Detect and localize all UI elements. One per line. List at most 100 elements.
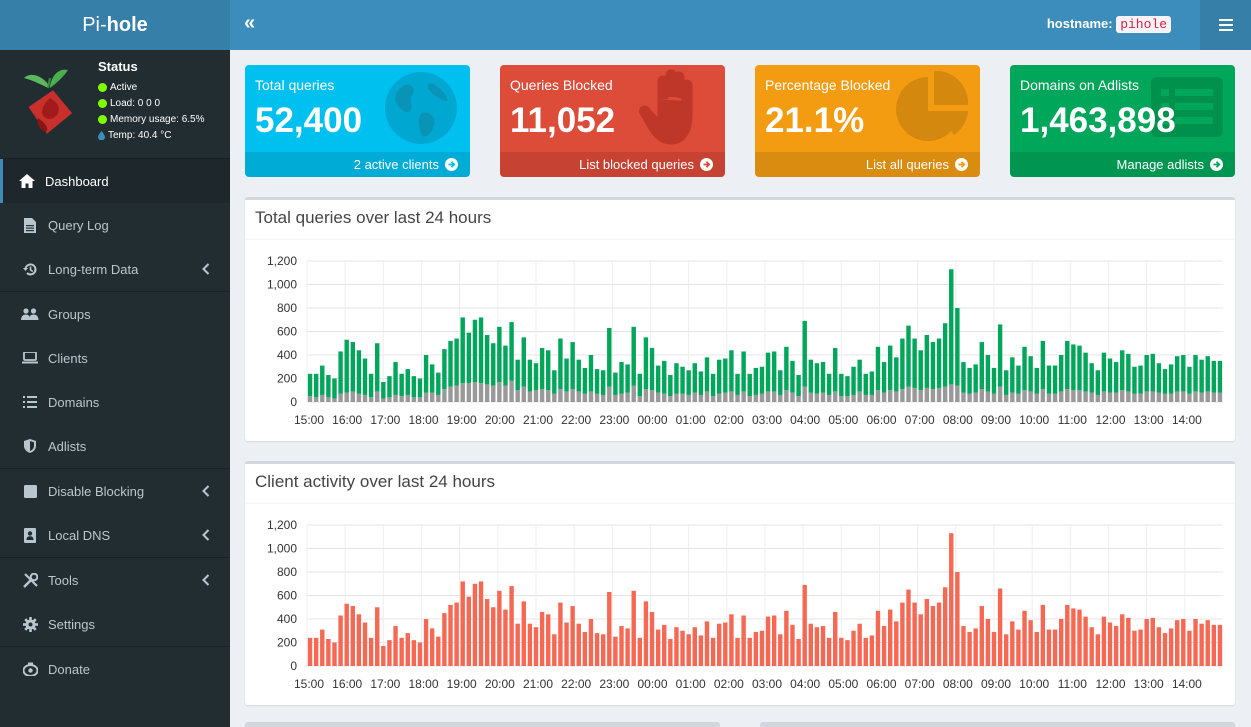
client-activity-bar xyxy=(1016,629,1021,666)
sidebar-divider xyxy=(0,557,230,558)
sidebar-item-long-term-data[interactable]: Long-term Data xyxy=(0,247,230,291)
client-activity-bar xyxy=(839,637,844,666)
client-activity-bar xyxy=(1022,610,1027,666)
blocked-query-bar xyxy=(387,397,392,402)
sidebar-item-donate[interactable]: Donate xyxy=(0,647,230,691)
blocked-query-bar xyxy=(521,386,526,402)
client-activity-bar xyxy=(552,634,557,666)
money-bag-icon xyxy=(21,661,39,677)
x-tick-label: 14:00 xyxy=(1172,677,1202,691)
sidebar-item-groups[interactable]: Groups xyxy=(0,292,230,336)
blocked-query-bar xyxy=(423,392,429,402)
blocked-query-bar xyxy=(613,394,618,402)
blocked-query-bar xyxy=(949,384,954,402)
blocked-query-bar xyxy=(326,397,331,402)
client-activity-bar xyxy=(515,623,520,666)
permitted-query-bar xyxy=(949,269,954,385)
blocked-query-bar xyxy=(979,389,984,402)
blocked-query-bar xyxy=(1211,392,1217,402)
list-blocked-queries-link[interactable]: List blocked queries xyxy=(500,152,725,177)
blocked-query-bar xyxy=(1016,393,1021,402)
permitted-query-bar xyxy=(1058,355,1064,392)
sidebar-item-settings[interactable]: Settings xyxy=(0,602,230,646)
client-activity-bar xyxy=(472,583,478,666)
permitted-query-bar xyxy=(527,359,533,392)
permitted-query-bar xyxy=(332,378,337,399)
hamburger-menu-icon[interactable] xyxy=(1200,0,1251,50)
sidebar-item-local-dns[interactable]: Local DNS xyxy=(0,513,230,557)
sidebar-item-disable-blocking[interactable]: Disable Blocking xyxy=(0,469,230,513)
permitted-query-bar xyxy=(1028,356,1033,392)
status-active-label: Active xyxy=(110,81,138,93)
blocked-query-bar xyxy=(1089,392,1094,402)
client-activity-bar xyxy=(857,623,862,666)
blocked-query-bar xyxy=(350,391,355,402)
client-activity-bar xyxy=(326,638,331,666)
blocked-query-bar xyxy=(338,393,343,402)
client-activity-bar xyxy=(387,640,392,666)
permitted-query-bar xyxy=(497,326,502,383)
sidebar-item-adlists[interactable]: Adlists xyxy=(0,424,230,468)
blocked-query-bar xyxy=(662,393,667,402)
blocked-query-bar xyxy=(1052,393,1058,402)
permitted-query-bar xyxy=(887,345,893,391)
permitted-query-bar xyxy=(442,349,447,390)
y-tick-label: 800 xyxy=(277,565,297,579)
x-tick-label: 23:00 xyxy=(599,413,629,427)
y-tick-label: 400 xyxy=(277,612,297,626)
client-activity-bar xyxy=(313,637,319,666)
permitted-query-bar xyxy=(649,347,655,391)
client-activity-bar xyxy=(924,599,930,666)
blocked-query-bar xyxy=(436,394,441,402)
client-activity-bar xyxy=(466,596,472,666)
permitted-query-bar xyxy=(576,359,581,392)
client-activity-bar xyxy=(558,602,563,666)
permitted-query-bar xyxy=(729,350,734,392)
x-tick-label: 22:00 xyxy=(561,677,591,691)
blocked-query-bar xyxy=(356,393,362,402)
client-activity-bar xyxy=(576,623,581,666)
permitted-query-bar xyxy=(423,355,429,393)
client-activity-bar xyxy=(710,637,716,666)
permitted-query-bar xyxy=(399,373,404,397)
sidebar-item-domains[interactable]: Domains xyxy=(0,380,230,424)
blocked-query-bar xyxy=(936,387,942,402)
sidebar-item-label: Domains xyxy=(48,394,100,410)
x-tick-label: 17:00 xyxy=(370,677,400,691)
permitted-query-bar xyxy=(1187,366,1192,394)
manage-adlists-link[interactable]: Manage adlists xyxy=(1010,152,1235,177)
blocked-query-bar xyxy=(985,391,991,402)
list-all-queries-link[interactable]: List all queries xyxy=(755,152,980,177)
client-activity-bar xyxy=(582,631,588,666)
permitted-query-bar xyxy=(936,338,942,388)
app-logo[interactable]: Pi-hole xyxy=(0,0,230,50)
blocked-query-bar xyxy=(857,391,862,402)
sidebar-item-query-log[interactable]: Query Log xyxy=(0,203,230,247)
permitted-query-bar xyxy=(912,338,917,388)
sidebar-item-dashboard[interactable]: Dashboard xyxy=(0,159,230,203)
client-activity-bar xyxy=(833,611,838,666)
blocked-query-bar xyxy=(344,392,349,402)
x-tick-label: 03:00 xyxy=(752,677,782,691)
blocked-query-bar xyxy=(753,394,759,402)
sidebar-item-tools[interactable]: Tools xyxy=(0,558,230,602)
permitted-query-bar xyxy=(1071,344,1076,391)
x-tick-label: 11:00 xyxy=(1058,413,1087,427)
shield-icon xyxy=(21,438,39,454)
x-tick-label: 00:00 xyxy=(637,677,667,691)
blocked-query-bar xyxy=(491,385,496,402)
active-clients-link[interactable]: 2 active clients xyxy=(245,152,470,177)
client-activity-bar xyxy=(1150,617,1155,666)
queries-over-time-chart[interactable]: 0 200 400 600 800 1,000 1,200 15:00 16:00 17:00 18… xyxy=(245,240,1235,440)
blocked-query-bar xyxy=(546,390,551,402)
client-activity-bar xyxy=(521,601,526,666)
permitted-query-bar xyxy=(680,366,685,394)
client-activity-bar xyxy=(680,630,685,666)
chevron-left-icon xyxy=(202,263,210,275)
permitted-query-bar xyxy=(1144,355,1149,392)
client-activity-chart[interactable]: 0 200 400 600 800 1,000 1,200 15:00 16:00 17:00 18… xyxy=(245,504,1235,704)
sidebar-toggle-icon[interactable]: « xyxy=(244,12,256,34)
permitted-query-bar xyxy=(1193,355,1198,392)
client-activity-bar xyxy=(1138,629,1143,666)
sidebar-item-clients[interactable]: Clients xyxy=(0,336,230,380)
